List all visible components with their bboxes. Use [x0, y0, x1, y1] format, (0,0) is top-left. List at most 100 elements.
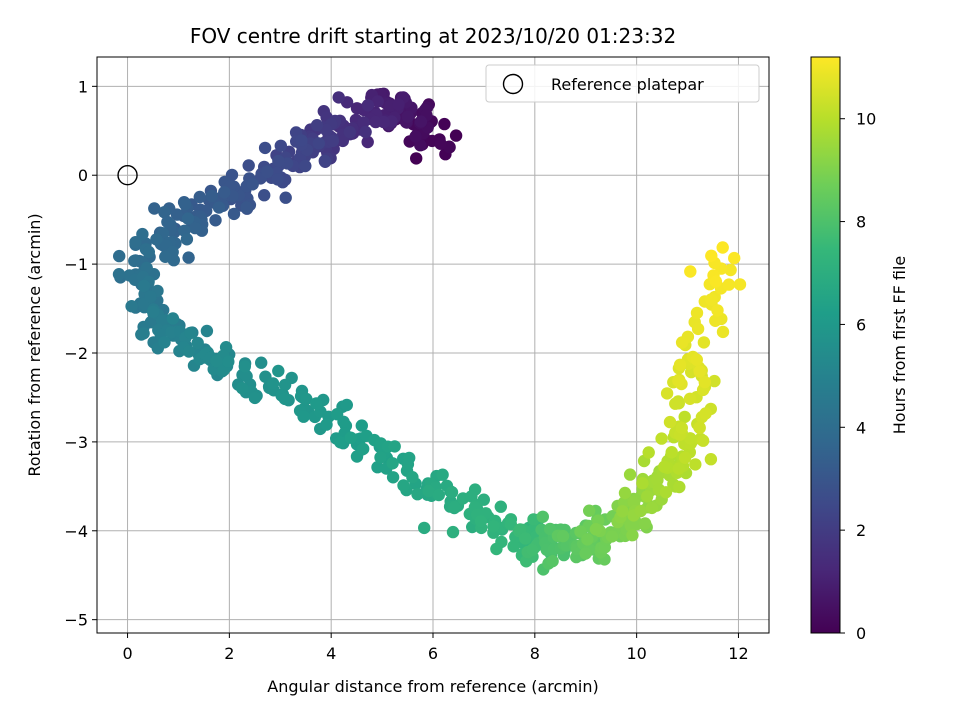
data-point [716, 241, 729, 254]
legend-box [485, 64, 760, 103]
data-point [142, 245, 155, 259]
data-point [716, 325, 730, 339]
data-point [278, 378, 292, 392]
data-point [514, 523, 527, 536]
legend-marker [502, 73, 524, 95]
data-point [698, 375, 711, 389]
data-point [361, 135, 374, 149]
data-point [355, 419, 368, 432]
data-point [581, 533, 594, 546]
data-point [359, 125, 372, 139]
data-point [137, 279, 151, 293]
data-point [438, 117, 451, 131]
data-point [494, 500, 507, 513]
data-point [278, 392, 292, 406]
data-point [432, 488, 445, 502]
data-point [258, 189, 271, 202]
data-point [299, 159, 312, 173]
data-point [410, 152, 423, 165]
y-tick-label: −1 [64, 255, 88, 274]
x-tick-label: 2 [224, 644, 234, 663]
data-point [659, 486, 673, 499]
data-point [504, 518, 517, 531]
data-point [128, 254, 141, 268]
x-tick-label: 10 [626, 644, 646, 663]
data-point [113, 249, 126, 263]
data-point [242, 159, 255, 172]
data-point [636, 477, 649, 490]
data-point [527, 513, 540, 526]
data-point [456, 492, 470, 505]
data-point [180, 233, 194, 246]
data-point [357, 442, 370, 456]
data-point [200, 324, 214, 338]
data-point [618, 486, 632, 500]
data-point [708, 374, 721, 388]
data-point [125, 300, 138, 313]
reference-marker [117, 165, 138, 186]
y-tick-label: 0 [78, 166, 88, 185]
data-point [507, 540, 520, 553]
data-point [434, 137, 447, 150]
data-point [655, 432, 668, 445]
data-point [728, 251, 741, 265]
x-tick-label: 8 [530, 644, 540, 663]
data-point [392, 98, 405, 111]
data-point [272, 154, 285, 168]
data-point [709, 314, 722, 327]
data-point [261, 165, 274, 179]
data-point [258, 141, 272, 155]
x-axis-label: Angular distance from reference (arcmin) [267, 677, 598, 696]
data-point [675, 336, 689, 349]
data-point [129, 236, 142, 249]
data-point [704, 453, 718, 466]
data-point [210, 354, 223, 368]
data-point [526, 543, 539, 557]
data-point [709, 275, 723, 288]
data-point [645, 501, 659, 515]
data-point [690, 306, 704, 320]
data-point [255, 356, 268, 369]
data-point [148, 202, 161, 215]
data-point [678, 451, 692, 464]
legend: Reference platepar [485, 64, 760, 103]
scatter-points [112, 87, 747, 576]
data-point [209, 214, 222, 227]
data-point [320, 123, 333, 137]
data-point [634, 504, 647, 518]
data-point [295, 134, 308, 147]
data-point [343, 125, 356, 139]
colorbar [810, 56, 841, 634]
data-point [369, 115, 382, 129]
data-point [673, 480, 686, 494]
data-point [605, 530, 619, 543]
data-point [616, 505, 629, 518]
data-point [212, 201, 226, 214]
data-point [418, 521, 431, 535]
data-point [374, 451, 387, 464]
data-point [663, 415, 677, 429]
y-tick-label: −2 [64, 344, 88, 363]
data-point [589, 523, 603, 536]
data-point [386, 457, 399, 470]
data-point [205, 189, 218, 203]
data-point [158, 336, 171, 349]
data-point [336, 134, 349, 148]
data-point [240, 201, 253, 214]
data-point [705, 293, 718, 306]
data-point [159, 250, 172, 263]
data-point [705, 249, 718, 262]
data-point [137, 327, 150, 340]
y-tick-label: −3 [64, 433, 88, 452]
data-point [690, 353, 703, 366]
data-point [397, 479, 410, 492]
data-point [406, 471, 419, 484]
data-point [696, 434, 710, 447]
data-point [326, 134, 340, 148]
data-point [297, 410, 310, 423]
data-point [310, 119, 324, 132]
y-tick-label: −4 [64, 522, 88, 541]
data-point [188, 221, 202, 235]
data-point [371, 95, 384, 108]
